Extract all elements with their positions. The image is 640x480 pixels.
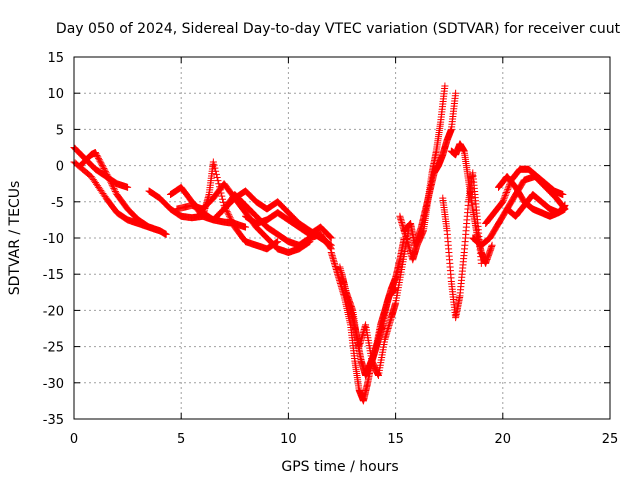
plot-frame bbox=[73, 56, 611, 420]
data-point bbox=[212, 170, 220, 178]
data-point bbox=[124, 183, 132, 191]
data-point bbox=[101, 166, 109, 174]
data-point bbox=[98, 162, 106, 170]
data-point bbox=[111, 186, 119, 194]
data-point bbox=[559, 191, 567, 199]
x-tick-labels: 0 5 10 15 20 25 bbox=[70, 432, 618, 447]
y-tick-label: -20 bbox=[43, 304, 64, 319]
data-point bbox=[103, 170, 111, 178]
chart-title: Day 050 of 2024, Sidereal Day-to-day VTE… bbox=[56, 21, 621, 37]
data-point bbox=[219, 195, 227, 203]
data-point bbox=[229, 218, 237, 226]
data-point bbox=[94, 153, 102, 161]
data-point bbox=[327, 241, 335, 249]
data-point bbox=[210, 161, 218, 169]
data-point bbox=[500, 195, 508, 203]
data-point bbox=[225, 211, 233, 219]
data-point bbox=[162, 230, 170, 238]
data-point bbox=[327, 234, 335, 242]
data-point bbox=[213, 173, 221, 181]
data-point bbox=[488, 241, 496, 249]
data-point bbox=[501, 192, 509, 200]
y-tick-label: -15 bbox=[43, 268, 64, 283]
data-point bbox=[327, 241, 335, 249]
data-point bbox=[91, 149, 99, 157]
x-tick-label: 20 bbox=[495, 432, 512, 447]
data-point bbox=[212, 167, 220, 175]
y-tick-label: 15 bbox=[47, 51, 64, 66]
data-point bbox=[499, 196, 507, 204]
x-tick-label: 10 bbox=[280, 432, 297, 447]
data-point bbox=[504, 184, 512, 192]
data-point bbox=[106, 177, 114, 185]
y-axis-title: SDTVAR / TECUs bbox=[7, 181, 23, 296]
data-point bbox=[502, 190, 510, 198]
y-tick-labels: 15 10 5 0 -5 -10 -15 -20 -25 -30 -35 bbox=[43, 51, 64, 428]
data-point bbox=[502, 188, 510, 196]
data-point bbox=[211, 164, 219, 172]
data-point bbox=[226, 214, 234, 222]
y-tick-label: -10 bbox=[43, 232, 64, 247]
data-point bbox=[101, 167, 109, 175]
x-tick-label: 0 bbox=[70, 432, 78, 447]
x-tick-label: 15 bbox=[387, 432, 404, 447]
data-point bbox=[209, 158, 217, 166]
data-point bbox=[326, 240, 334, 248]
data-point bbox=[441, 82, 449, 90]
data-point bbox=[108, 180, 116, 188]
data-point bbox=[105, 175, 113, 183]
x-axis-title: GPS time / hours bbox=[281, 459, 398, 475]
data-point bbox=[505, 182, 513, 190]
data-point bbox=[108, 181, 116, 189]
y-tick-label: -25 bbox=[43, 341, 64, 356]
data-point bbox=[110, 184, 118, 192]
y-tick-label: -35 bbox=[43, 413, 64, 428]
data-point bbox=[228, 217, 236, 225]
data-point bbox=[104, 173, 112, 181]
data-point bbox=[92, 150, 100, 158]
y-tick-label: 0 bbox=[56, 160, 64, 175]
data-point bbox=[214, 177, 222, 185]
data-point bbox=[227, 215, 235, 223]
data-point bbox=[273, 238, 281, 246]
x-tick-label: 5 bbox=[177, 432, 185, 447]
y-tick-label: -5 bbox=[51, 196, 64, 211]
x-tick-label: 25 bbox=[602, 432, 619, 447]
data-point bbox=[95, 154, 103, 162]
data-point bbox=[274, 238, 282, 246]
y-tick-label: 10 bbox=[47, 87, 64, 102]
data-point bbox=[97, 159, 105, 167]
data-point bbox=[104, 172, 112, 180]
data-point bbox=[503, 187, 511, 195]
data-point bbox=[99, 163, 107, 171]
data-point bbox=[109, 183, 117, 191]
data-point bbox=[561, 205, 569, 213]
data-point bbox=[326, 232, 334, 240]
data-point bbox=[452, 89, 460, 97]
data-point bbox=[100, 164, 108, 172]
data-point bbox=[107, 178, 115, 186]
data-point bbox=[95, 156, 103, 164]
data-point bbox=[218, 192, 226, 200]
data-point bbox=[242, 223, 250, 231]
grid-lines bbox=[74, 57, 610, 419]
data-point bbox=[225, 212, 233, 220]
data-point bbox=[111, 187, 119, 195]
data-point bbox=[219, 198, 227, 206]
data-point bbox=[102, 169, 110, 177]
data-point bbox=[229, 220, 237, 228]
data-point bbox=[504, 185, 512, 193]
data-point bbox=[93, 151, 101, 159]
data-points bbox=[70, 82, 569, 405]
y-tick-label: 5 bbox=[56, 123, 64, 138]
data-point bbox=[96, 157, 104, 165]
data-point bbox=[98, 160, 106, 168]
data-point bbox=[499, 198, 507, 206]
y-tick-label: -30 bbox=[43, 377, 64, 392]
data-point bbox=[327, 233, 335, 241]
data-point bbox=[224, 209, 232, 217]
data-point bbox=[501, 193, 509, 201]
